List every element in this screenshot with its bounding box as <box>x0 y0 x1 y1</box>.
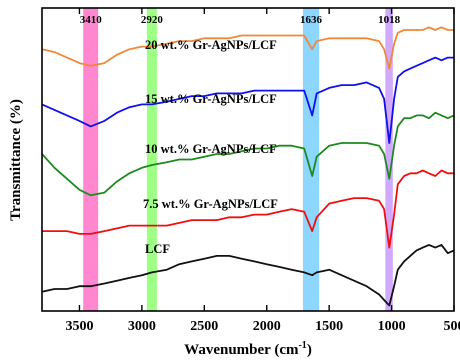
band-label-1636: 1636 <box>300 14 323 26</box>
series-label-1: 15 wt.% Gr-AgNPs/LCF <box>145 92 277 106</box>
band-label-3410: 3410 <box>80 14 103 26</box>
series-lines <box>41 26 455 307</box>
band-label-1018: 1018 <box>378 14 401 26</box>
band-3410 <box>83 8 99 311</box>
band-highlights <box>83 8 393 311</box>
band-2920 <box>146 8 157 311</box>
series-line-4 <box>41 243 455 307</box>
series-label-3: 7.5 wt.% Gr-AgNPs/LCF <box>143 197 278 211</box>
x-tick-label-2500: 2500 <box>190 319 218 334</box>
x-tick-label-3500: 3500 <box>65 319 93 334</box>
x-axis-ticks: 3500 3000 2500 2000 1500 1000 500 <box>65 8 460 334</box>
y-axis-title: Transmittance (%) <box>8 99 24 221</box>
series-label-0: 20 wt.% Gr-AgNPs/LCF <box>145 38 277 52</box>
x-tick-label-1500: 1500 <box>315 319 343 334</box>
series-line-3 <box>42 169 454 249</box>
band-label-2920: 2920 <box>141 14 164 26</box>
series-label-2: 10 wt.% Gr-AgNPs/LCF <box>145 142 277 156</box>
plot-frame <box>41 7 455 312</box>
x-tick-label-2000: 2000 <box>253 319 281 334</box>
x-tick-label-1000: 1000 <box>378 319 406 334</box>
series-line-1 <box>41 56 454 144</box>
band-labels: 3410 2920 1636 1018 <box>80 14 401 26</box>
x-tick-label-3000: 3000 <box>128 319 156 334</box>
series-line-0 <box>41 26 454 70</box>
band-1636 <box>302 8 320 311</box>
series-labels: 20 wt.% Gr-AgNPs/LCF 15 wt.% Gr-AgNPs/LCF… <box>143 38 278 256</box>
x-axis-title: Wavenumber (cm-1) <box>184 340 312 358</box>
series-label-4: LCF <box>145 242 170 256</box>
band-1018 <box>385 8 393 311</box>
x-tick-label-500: 500 <box>444 319 460 334</box>
series-line-2 <box>41 111 455 197</box>
